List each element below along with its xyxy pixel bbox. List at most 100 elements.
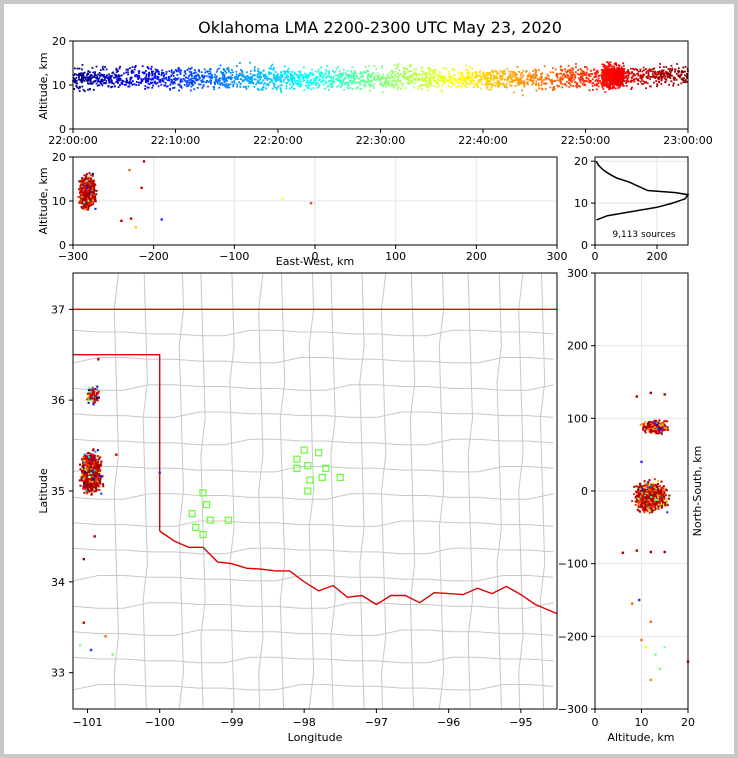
ew-altitude-source [88,195,91,198]
time-altitude-source [136,76,139,78]
time-altitude-source [658,73,660,75]
time-altitude-source [147,80,150,82]
time-altitude-source [141,71,144,74]
time-altitude-source [81,76,84,79]
time-altitude-source [353,73,355,75]
time-altitude-source [630,80,632,83]
time-altitude-source [306,77,309,80]
time-altitude-source [564,68,566,71]
ew-altitude-source [89,185,92,188]
time-altitude-source [257,81,260,83]
time-altitude-source [603,64,606,66]
time-altitude-source [118,67,121,70]
time-altitude-source [209,72,212,75]
lma-station-marker [300,446,308,454]
time-altitude-source [471,74,474,77]
time-altitude-source [262,75,265,78]
time-altitude-source [531,76,534,79]
time-altitude-source [685,81,687,83]
time-altitude-source [187,67,190,70]
time-altitude-source [421,88,424,90]
time-altitude-source [351,79,354,82]
time-altitude-source [381,65,384,68]
time-altitude-source [397,76,400,79]
time-altitude-source [332,76,335,79]
time-altitude-source [189,81,192,84]
time-altitude-source [421,84,424,86]
time-altitude-source [476,84,479,87]
time-altitude-source [570,69,573,72]
time-altitude-source [310,82,313,85]
time-altitude-source [168,70,171,73]
time-altitude-source [664,77,666,80]
county-line [229,273,235,709]
time-altitude-source [579,80,582,82]
time-altitude-source [571,71,574,74]
time-altitude-source [350,71,353,74]
time-altitude-source [320,74,322,77]
time-altitude-source [560,78,563,81]
time-altitude-source [589,75,592,77]
time-altitude-source [150,65,153,68]
time-altitude-source [393,86,395,89]
time-altitude-source [314,81,317,84]
time-altitude-source [570,84,572,87]
time-altitude-source [270,67,273,70]
time-altitude-source [352,76,355,79]
time-altitude-source [455,86,458,89]
time-altitude-source [318,76,321,79]
time-altitude-source [355,87,358,90]
histogram-x-tick-label: 0 [592,250,599,263]
time-altitude-source [356,86,359,89]
time-altitude-source [487,79,489,82]
time-altitude-source [290,79,293,82]
time-altitude-source [276,88,278,91]
time-altitude-source [469,79,472,82]
time-altitude-source [356,76,359,78]
time-altitude-source [550,81,553,84]
time-altitude-source [580,77,583,80]
time-altitude-source [429,79,432,81]
ew-altitude-source [92,181,95,184]
time-altitude-source [505,82,508,85]
time-altitude-source [375,68,378,70]
time-altitude-source [345,81,348,84]
time-altitude-source [590,73,592,75]
time-altitude-source [139,82,142,84]
time-altitude-source [391,83,393,85]
time-altitude-source [471,73,474,75]
time-altitude-source [617,71,620,74]
time-altitude-source [368,89,371,92]
time-altitude-source [612,73,614,76]
time-altitude-source [537,82,540,85]
time-altitude-source [384,79,387,82]
time-altitude-source [574,76,577,78]
time-altitude-source [307,74,310,77]
time-altitude-source [637,79,640,82]
time-altitude-source [271,63,274,66]
time-altitude-source [509,74,512,77]
state-border [73,308,557,615]
time-altitude-source [331,80,334,83]
time-altitude-source [368,83,371,86]
time-altitude-source [97,73,100,76]
time-altitude-source [150,68,152,70]
time-altitude-source [567,70,569,73]
time-altitude-source [613,74,616,77]
time-altitude-source [418,77,420,79]
time-altitude-source [381,66,383,69]
time-altitude-source [385,85,387,88]
time-altitude-source [170,71,173,73]
time-altitude-source [245,88,248,90]
time-altitude-source [417,85,420,88]
time-altitude-source [614,83,616,85]
time-altitude-source [413,82,416,84]
time-altitude-source [195,71,197,74]
time-altitude-source [499,75,502,78]
time-altitude-source [550,80,552,82]
time-altitude-source [499,78,502,81]
time-altitude-source [584,72,587,75]
ew-altitude-source [94,207,97,210]
time-altitude-source [200,71,203,74]
time-altitude-source [532,75,535,77]
